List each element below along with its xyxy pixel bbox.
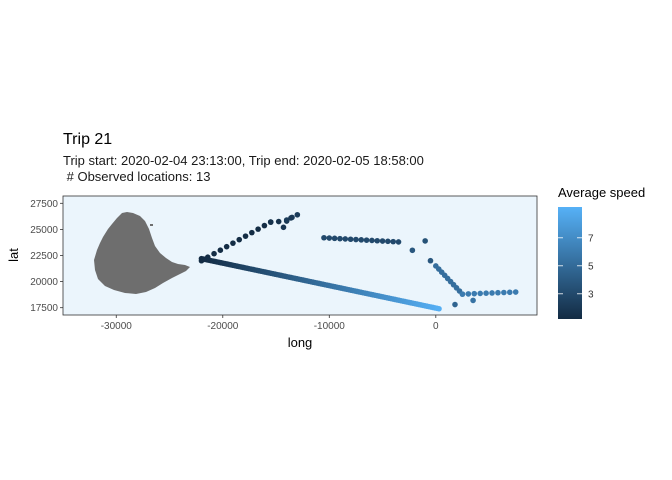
data-point xyxy=(294,211,301,218)
legend-tick-label: 3 xyxy=(588,289,594,300)
data-point xyxy=(427,257,434,264)
data-point xyxy=(267,219,274,225)
data-point xyxy=(255,226,261,232)
data-point xyxy=(337,235,343,242)
data-point xyxy=(471,290,478,297)
data-point xyxy=(379,238,386,244)
data-point xyxy=(223,243,230,250)
chart-title: Trip 21 xyxy=(63,131,112,148)
data-point xyxy=(495,289,501,296)
data-point xyxy=(452,301,458,308)
x-axis: -30000 -20000 -10000 0 xyxy=(101,315,439,332)
data-point xyxy=(483,290,489,296)
data-point xyxy=(217,247,224,253)
data-point xyxy=(436,305,442,312)
data-point xyxy=(230,240,236,246)
data-point xyxy=(358,237,365,243)
data-point xyxy=(512,289,519,295)
data-point xyxy=(470,297,476,304)
data-point xyxy=(242,233,249,239)
y-tick-label: 27500 xyxy=(30,199,58,210)
data-point xyxy=(501,289,507,296)
legend-tick-label: 5 xyxy=(588,261,594,272)
data-point xyxy=(506,289,513,296)
island-landmass xyxy=(94,212,190,294)
legend-ticks: 3 5 7 xyxy=(558,233,594,300)
y-tick-label: 17500 xyxy=(30,303,58,314)
data-point xyxy=(395,239,402,245)
data-point xyxy=(326,235,333,241)
data-point xyxy=(465,291,472,297)
data-point xyxy=(385,238,391,245)
y-axis: 17500 20000 22500 25000 27500 xyxy=(30,199,63,314)
data-point xyxy=(459,291,466,297)
data-point xyxy=(489,290,495,296)
islet xyxy=(150,224,153,226)
data-points xyxy=(198,211,519,312)
data-point xyxy=(353,236,359,243)
data-point xyxy=(331,235,338,242)
data-point xyxy=(321,234,327,241)
data-point xyxy=(369,237,375,244)
x-tick-label: -10000 xyxy=(314,321,346,332)
chart-subtitle-line1: Trip start: 2020-02-04 23:13:00, Trip en… xyxy=(63,153,424,168)
x-tick-label: 0 xyxy=(433,321,439,332)
y-tick-label: 22500 xyxy=(30,251,58,262)
data-point xyxy=(275,218,282,225)
chart-subtitle-line2: # Observed locations: 13 xyxy=(63,169,210,184)
data-point xyxy=(422,238,428,244)
data-point xyxy=(280,224,287,231)
data-point xyxy=(347,236,354,243)
data-point xyxy=(249,229,255,236)
data-point xyxy=(283,217,290,223)
x-axis-label: long xyxy=(288,335,313,350)
data-point xyxy=(236,236,243,243)
data-point xyxy=(374,237,381,244)
data-point xyxy=(409,247,416,254)
data-point xyxy=(390,238,397,245)
x-tick-label: -30000 xyxy=(101,321,133,332)
legend-title: Average speed xyxy=(558,185,645,200)
y-tick-label: 20000 xyxy=(30,277,58,288)
data-point xyxy=(342,236,349,242)
legend-colorbar xyxy=(558,207,582,319)
legend-tick-label: 7 xyxy=(588,233,594,244)
y-tick-label: 25000 xyxy=(30,225,58,236)
data-point xyxy=(261,222,268,229)
data-point xyxy=(477,290,483,297)
x-tick-label: -20000 xyxy=(207,321,239,332)
data-point xyxy=(288,215,294,221)
y-axis-label: lat xyxy=(6,248,21,262)
data-point xyxy=(211,250,217,257)
data-point xyxy=(363,237,370,243)
